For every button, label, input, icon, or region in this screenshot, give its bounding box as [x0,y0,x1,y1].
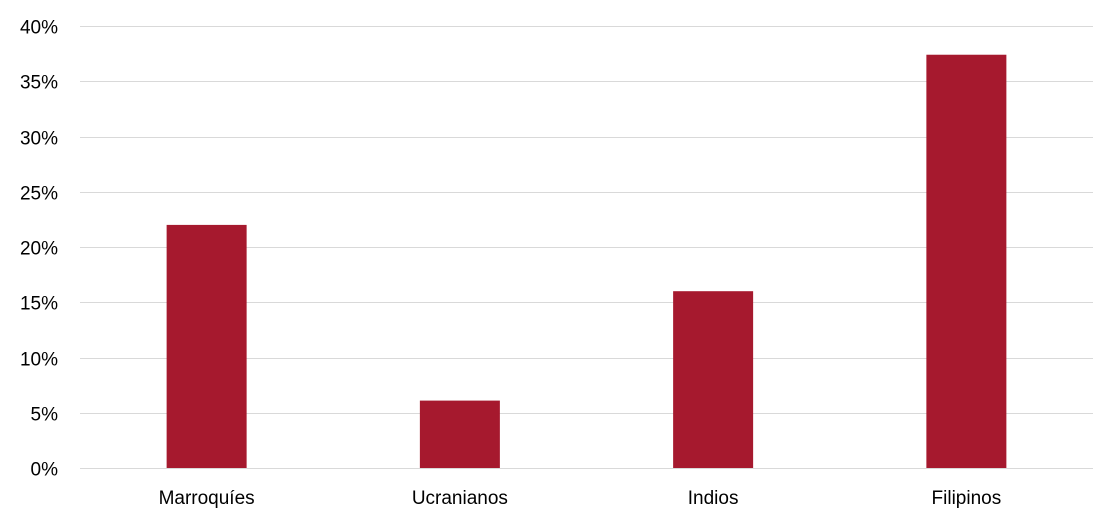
bar-filipinos [926,54,1007,468]
x-category-label: Ucranianos [412,488,508,509]
bar-indios [673,291,754,468]
y-tick-label: 5% [31,405,59,426]
y-axis-tick-labels: 0% 5% 10% 15% 20% 25% 30% 35% 40% [20,18,58,481]
y-tick-label: 30% [20,129,58,150]
bars [166,54,1007,468]
y-tick-label: 15% [20,294,58,315]
x-category-label: Filipinos [932,488,1002,509]
gridlines [80,26,1093,469]
x-axis-category-labels: Marroquíes Ucranianos Indios Filipinos [159,488,1002,509]
y-tick-label: 40% [20,18,58,39]
x-category-label: Marroquíes [159,488,255,509]
y-tick-label: 0% [31,460,59,481]
bar-ucranianos [419,400,500,468]
y-tick-label: 25% [20,184,58,205]
y-tick-label: 35% [20,73,58,94]
bar-marroquíes [166,224,247,468]
x-category-label: Indios [688,488,739,509]
y-tick-label: 20% [20,239,58,260]
y-tick-label: 10% [20,350,58,371]
